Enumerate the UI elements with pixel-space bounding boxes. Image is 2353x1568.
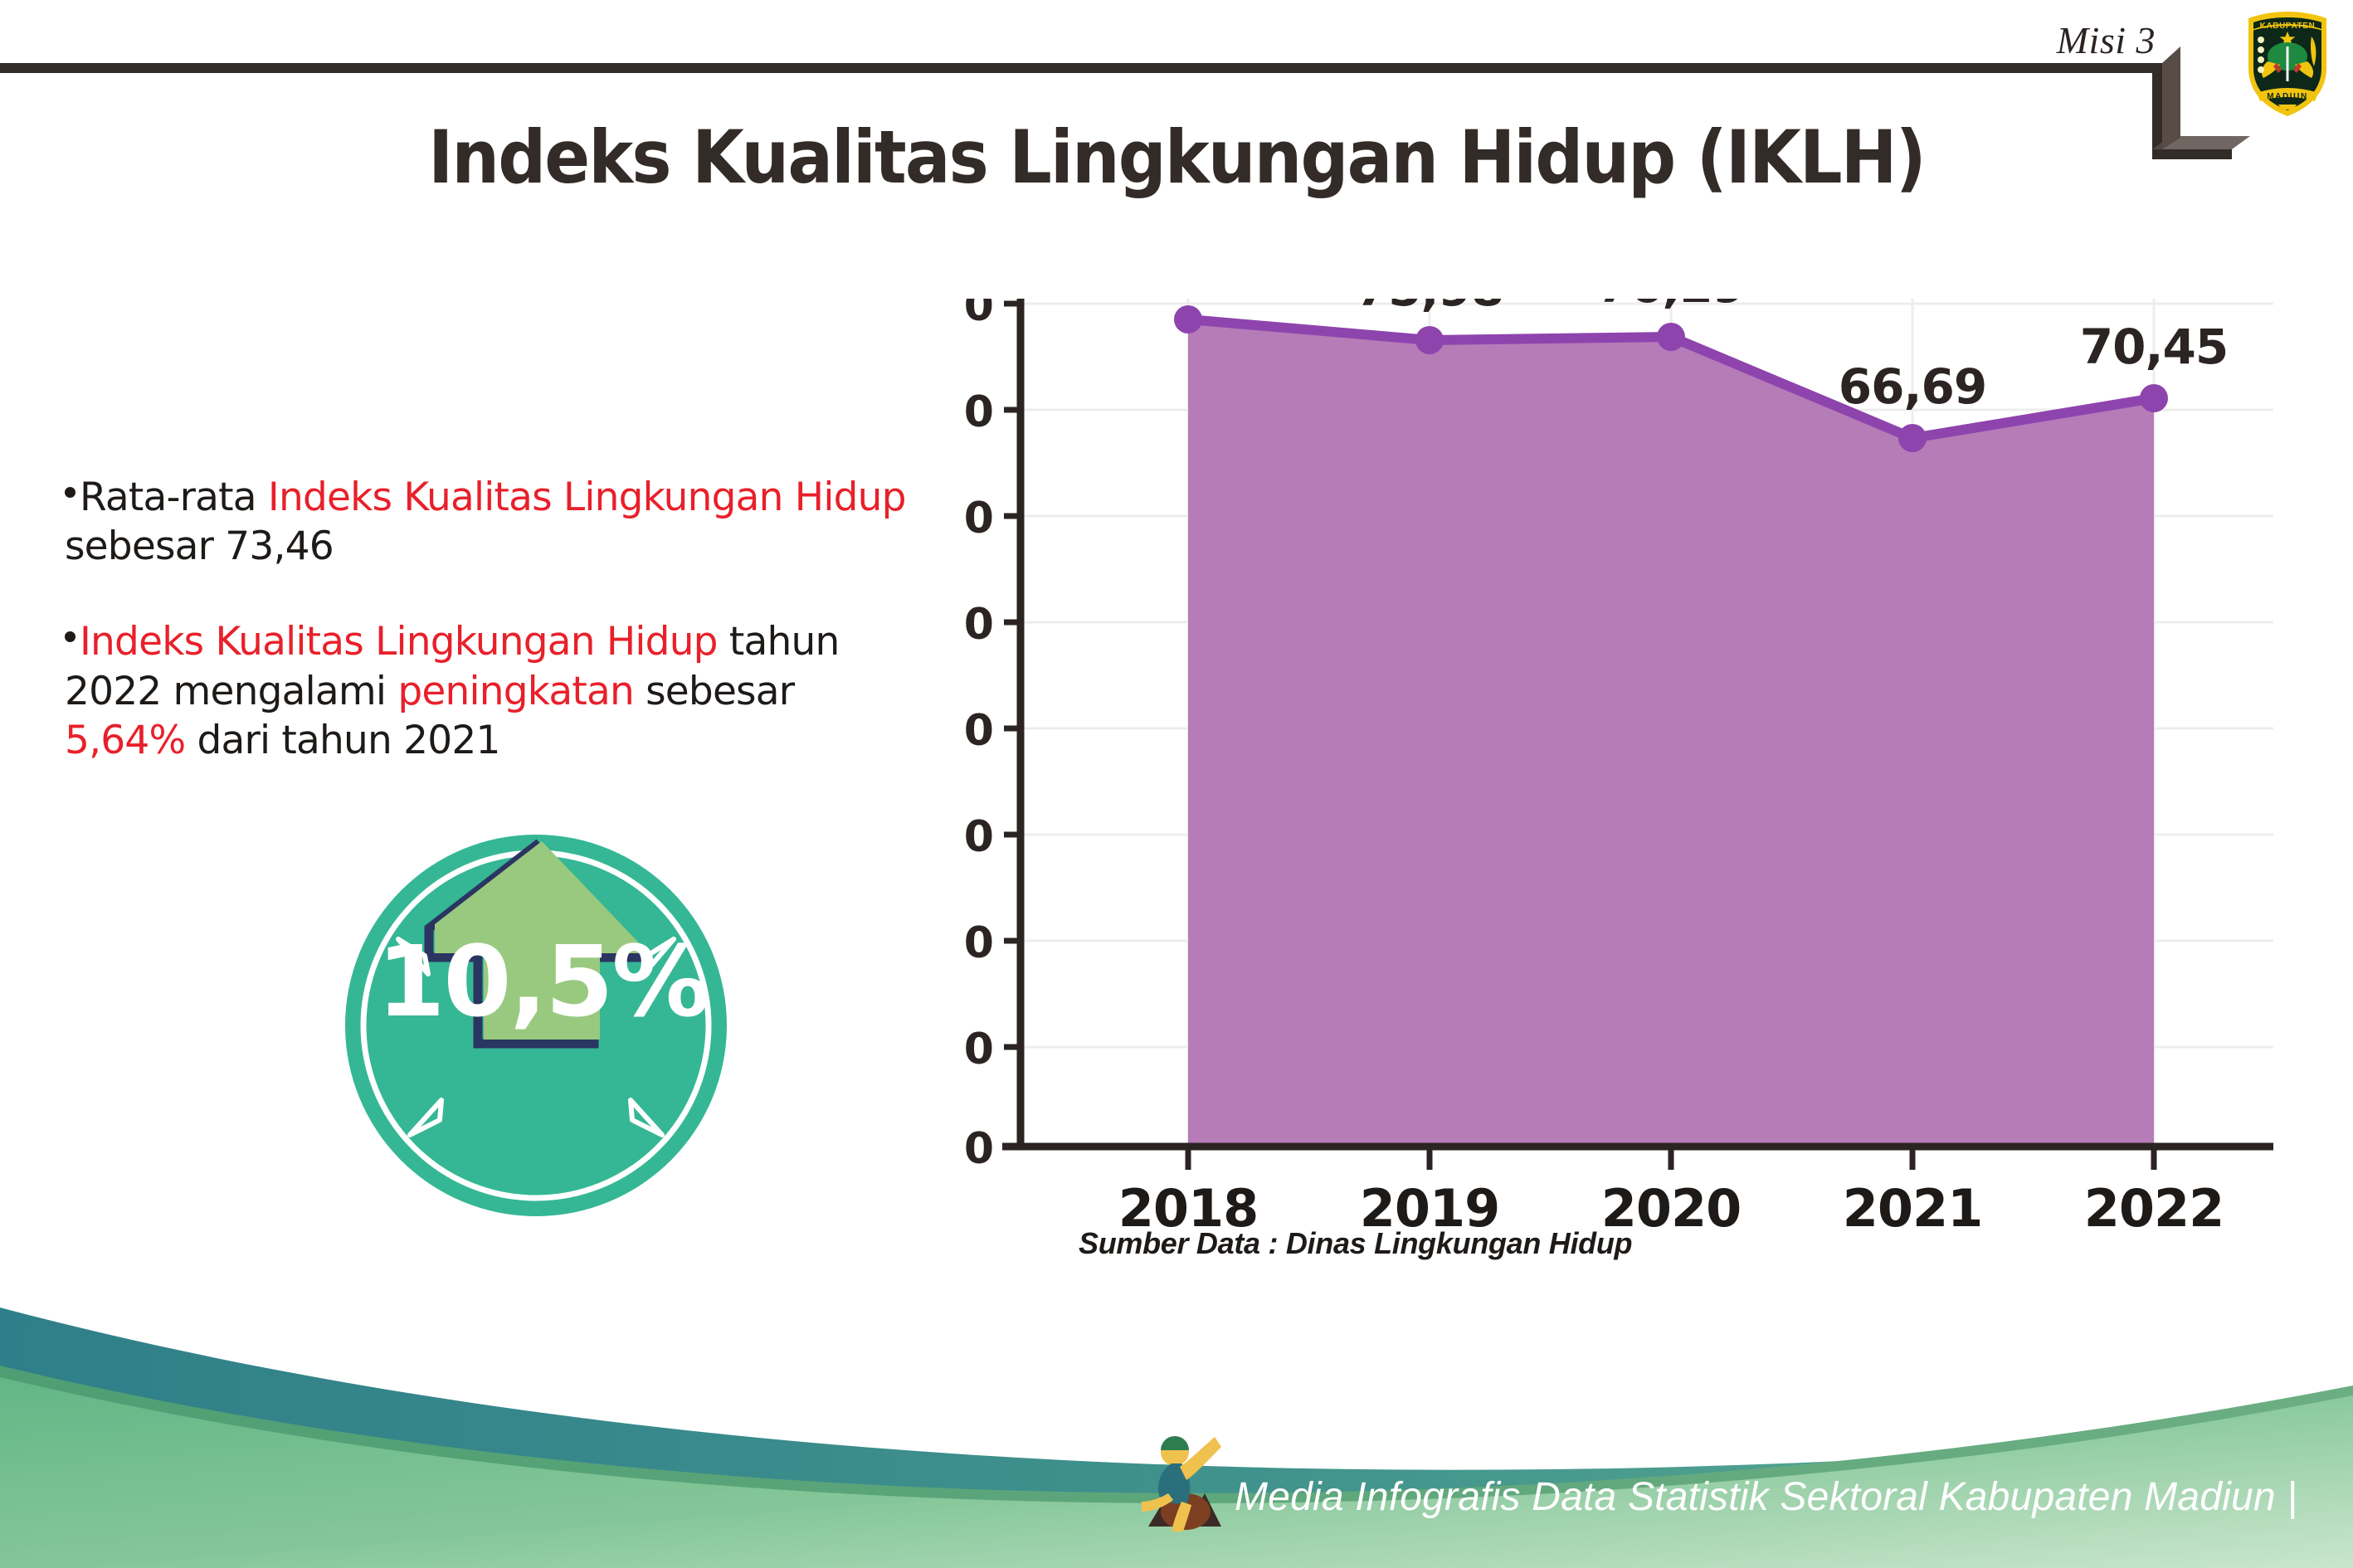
misi-label: Misi 3 [2056,19,2156,61]
bullet-dot-icon [65,631,76,643]
svg-text:MADIUN: MADIUN [2267,92,2308,101]
point-label-2021: 66,69 [1839,358,1986,415]
y-tick-label-0: 0 [964,1124,994,1174]
y-tick-label-50: 50 [962,600,994,650]
y-tick-label-10: 10 [962,1025,994,1074]
bullet-2-seg2: tahun 2022 mengalami [65,619,840,714]
footer-caption: Media Infografis Data Statistik Sektoral… [1235,1475,2297,1519]
bullet-1-seg1: Rata-rata [80,475,268,520]
y-tick-label-70: 70 [962,387,994,437]
area-fill [1188,319,2154,1147]
bullet-item-change: Indeks Kualitas Lingkungan Hidup tahun 2… [65,617,919,765]
bullet-1-highlight: Indeks Kualitas Lingkungan Hidup [267,475,907,520]
bullet-2-highlight-2: peningkatan [397,668,634,714]
page-title: Indeks Kualitas Lingkungan Hidup (IKLH) [428,114,1927,200]
badge-graphic [345,835,727,1216]
iklh-area-chart: 77,91 75,98 76,29 66,69 70,45 0 10 20 30… [962,299,2307,1228]
y-tick-label-40: 40 [962,706,994,756]
bullet-2-highlight-3: 5,64% [65,717,186,763]
bullet-2-highlight-1: Indeks Kualitas Lingkungan Hidup [80,619,719,665]
bullet-2-seg4: sebesar [633,668,795,714]
svg-text:KABUPATEN: KABUPATEN [2260,22,2316,31]
y-tick-label-60: 60 [962,494,994,543]
bullet-dot-icon [65,486,76,498]
point-label-2022: 70,45 [2080,319,2228,375]
x-tick-label-2022: 2022 [2084,1178,2224,1228]
y-tick-label-80: 80 [962,299,994,331]
x-tick-label-2020: 2020 [1601,1178,1742,1228]
point-label-2020: 76,29 [1597,299,1745,314]
bullet-2-seg6: dari tahun 2021 [185,717,500,763]
kabupaten-madiun-crest-icon: KABUPATEN MADIUN [2248,12,2326,116]
chart-source-caption: Sumber Data : Dinas Lingkungan Hidup [1079,1226,1633,1260]
statistik-figure-logo [1142,1436,1221,1531]
y-tick-label-20: 20 [962,918,994,968]
bullet-item-average: Rata-rata Indeks Kualitas Lingkungan Hid… [65,473,919,571]
point-label-2019: 75,98 [1356,299,1503,317]
x-axis-ticks [1185,1147,2157,1170]
chart-canvas: 77,91 75,98 76,29 66,69 70,45 0 10 20 30… [962,299,2273,1228]
x-tick-label-2019: 2019 [1360,1178,1500,1228]
x-tick-label-2021: 2021 [1843,1178,1983,1228]
series-markers [1174,305,2168,452]
bullet-list: Rata-rata Indeks Kualitas Lingkungan Hid… [65,473,919,765]
x-tick-label-2018: 2018 [1118,1178,1259,1228]
footer-waves [0,1307,2353,1568]
increase-badge: 10,5% [319,752,767,1216]
y-tick-label-30: 30 [962,812,994,862]
bullet-1-seg3: sebesar 73,46 [65,523,334,570]
